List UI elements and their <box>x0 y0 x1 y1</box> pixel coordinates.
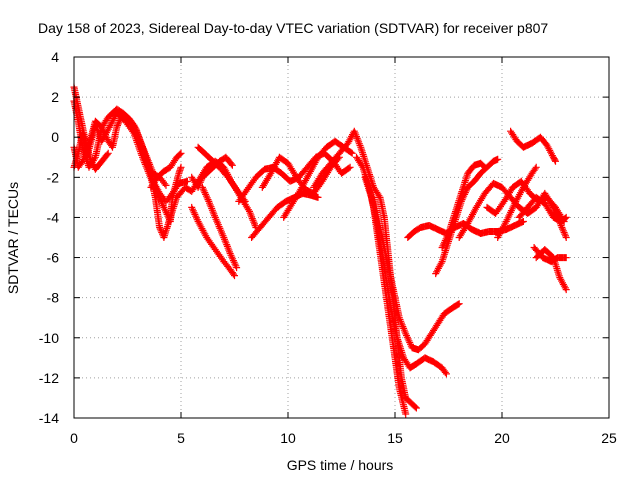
data-markers <box>70 83 570 418</box>
series-arc-19 <box>438 159 489 251</box>
marker-plus-group <box>370 193 463 354</box>
marker-plus-group <box>188 203 238 280</box>
y-tick-label: 4 <box>51 49 59 65</box>
x-tick-label: 20 <box>494 430 510 446</box>
series-arc-11 <box>235 149 354 205</box>
marker-plus-group <box>235 149 354 205</box>
marker-plus-group <box>198 183 241 272</box>
series-arc-6 <box>188 203 238 280</box>
plot-frame <box>73 56 610 419</box>
series-arc-14 <box>353 153 410 418</box>
axis-ticks: 0 5 10 15 20 25 -14 -12 -10 -8 -6 -4 -2 0 2 4 <box>39 49 617 446</box>
y-tick-label: -12 <box>39 370 59 386</box>
marker-plus-group <box>532 246 570 294</box>
series-arc-23 <box>507 127 559 165</box>
marker-plus-group <box>432 155 502 278</box>
marker-plus-group <box>507 127 559 165</box>
y-tick-label: 2 <box>51 89 59 105</box>
y-tick-label: 0 <box>51 129 59 145</box>
y-tick-label: -8 <box>47 290 60 306</box>
series-arc-26 <box>515 193 570 225</box>
series-arc-8 <box>198 183 241 272</box>
marker-plus-group <box>353 153 410 418</box>
y-tick-label: -10 <box>39 330 59 346</box>
x-tick-label: 25 <box>601 430 617 446</box>
marker-plus-group <box>147 149 185 191</box>
y-axis-title: SDTVAR / TECUs <box>5 182 21 294</box>
x-tick-label: 10 <box>280 430 296 446</box>
marker-plus-group <box>438 159 489 251</box>
marker-plus-group <box>494 163 540 241</box>
series-arc-28 <box>147 149 185 191</box>
series-arc-22 <box>494 163 540 241</box>
y-tick-label: -6 <box>47 250 60 266</box>
x-axis-title: GPS time / hours <box>287 457 394 473</box>
x-tick-label: 5 <box>177 430 185 446</box>
y-tick-label: -2 <box>47 169 60 185</box>
y-tick-label: -4 <box>47 209 60 225</box>
series-arc-25 <box>532 246 570 294</box>
marker-plus-group <box>188 153 236 191</box>
chart-title: Day 158 of 2023, Sidereal Day-to-day VTE… <box>38 20 548 36</box>
x-tick-label: 0 <box>70 430 78 446</box>
gridlines <box>74 57 609 418</box>
y-tick-label: -14 <box>39 410 59 426</box>
series-arc-16 <box>370 193 463 354</box>
series-arc-27 <box>188 153 236 191</box>
series-arc-18 <box>432 155 502 278</box>
marker-plus-group <box>515 193 570 225</box>
x-tick-label: 15 <box>387 430 403 446</box>
